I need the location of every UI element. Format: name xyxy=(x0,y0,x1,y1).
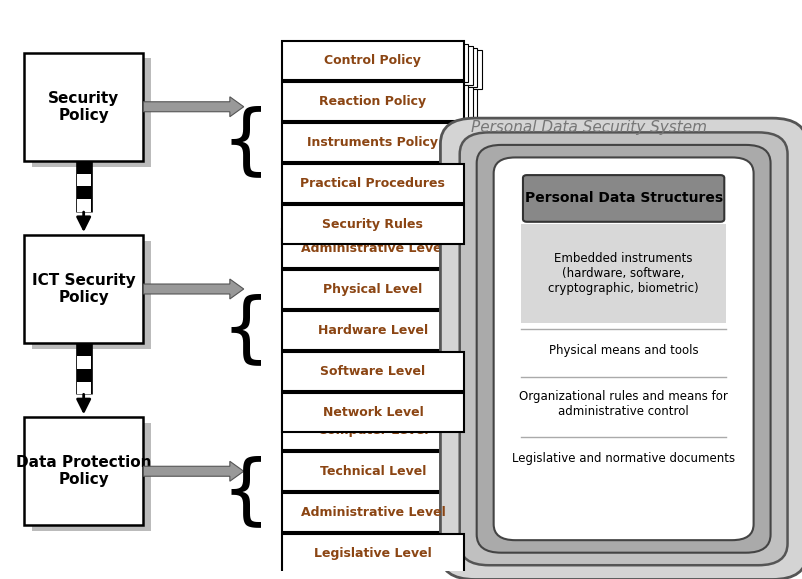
Text: Reaction Policy: Reaction Policy xyxy=(319,95,426,108)
FancyBboxPatch shape xyxy=(286,126,468,164)
FancyArrow shape xyxy=(144,97,244,117)
Text: Practical Procedures: Practical Procedures xyxy=(300,177,445,190)
FancyBboxPatch shape xyxy=(291,234,472,273)
Text: Hardware Level: Hardware Level xyxy=(318,324,427,337)
FancyBboxPatch shape xyxy=(439,118,802,579)
Text: Instruments Policy: Instruments Policy xyxy=(307,136,438,149)
FancyBboxPatch shape xyxy=(282,493,463,532)
FancyBboxPatch shape xyxy=(291,128,472,167)
FancyBboxPatch shape xyxy=(520,329,725,372)
Text: Embedded instruments
(hardware, software,
cryptographic, biometric): Embedded instruments (hardware, software… xyxy=(548,252,698,295)
Text: Organizational rules and means for
administrative control: Organizational rules and means for admin… xyxy=(519,390,727,419)
Text: Technical Level: Technical Level xyxy=(319,466,426,478)
FancyBboxPatch shape xyxy=(520,378,725,431)
FancyBboxPatch shape xyxy=(291,416,472,455)
FancyBboxPatch shape xyxy=(282,270,463,309)
FancyBboxPatch shape xyxy=(296,277,477,316)
FancyArrow shape xyxy=(460,467,471,477)
FancyBboxPatch shape xyxy=(31,241,151,349)
FancyBboxPatch shape xyxy=(301,239,481,277)
FancyBboxPatch shape xyxy=(291,275,472,313)
FancyBboxPatch shape xyxy=(282,41,463,80)
FancyBboxPatch shape xyxy=(296,418,477,457)
FancyBboxPatch shape xyxy=(24,53,144,161)
FancyBboxPatch shape xyxy=(296,236,477,275)
FancyBboxPatch shape xyxy=(282,393,463,432)
FancyBboxPatch shape xyxy=(296,48,477,87)
FancyBboxPatch shape xyxy=(282,206,463,244)
FancyBboxPatch shape xyxy=(291,46,472,85)
FancyBboxPatch shape xyxy=(282,82,463,121)
FancyBboxPatch shape xyxy=(296,89,477,128)
FancyBboxPatch shape xyxy=(24,417,144,525)
FancyBboxPatch shape xyxy=(493,157,752,540)
Text: Security
Policy: Security Policy xyxy=(48,90,119,123)
FancyBboxPatch shape xyxy=(286,414,468,452)
Text: ICT Security
Policy: ICT Security Policy xyxy=(32,273,136,305)
FancyBboxPatch shape xyxy=(301,50,481,89)
FancyBboxPatch shape xyxy=(286,273,468,312)
FancyBboxPatch shape xyxy=(286,43,468,82)
FancyBboxPatch shape xyxy=(31,58,151,167)
FancyBboxPatch shape xyxy=(282,452,463,491)
FancyBboxPatch shape xyxy=(31,423,151,531)
FancyBboxPatch shape xyxy=(286,354,468,393)
Text: Software Level: Software Level xyxy=(320,365,425,378)
FancyBboxPatch shape xyxy=(286,85,468,123)
FancyBboxPatch shape xyxy=(291,316,472,354)
FancyBboxPatch shape xyxy=(282,352,463,391)
FancyBboxPatch shape xyxy=(282,229,463,268)
FancyBboxPatch shape xyxy=(291,87,472,126)
Text: Legislative and normative documents: Legislative and normative documents xyxy=(512,452,735,465)
FancyBboxPatch shape xyxy=(282,412,463,450)
Text: Physical means and tools: Physical means and tools xyxy=(548,344,698,357)
FancyBboxPatch shape xyxy=(286,313,468,352)
FancyBboxPatch shape xyxy=(282,312,463,350)
FancyBboxPatch shape xyxy=(520,437,725,480)
FancyBboxPatch shape xyxy=(282,164,463,203)
Text: Computer Level: Computer Level xyxy=(318,424,427,437)
FancyArrow shape xyxy=(460,508,471,518)
Text: Administrative Level: Administrative Level xyxy=(300,506,445,519)
FancyBboxPatch shape xyxy=(286,496,468,534)
FancyBboxPatch shape xyxy=(286,167,468,206)
FancyArrow shape xyxy=(144,279,244,299)
FancyArrow shape xyxy=(460,426,471,436)
FancyBboxPatch shape xyxy=(282,534,463,573)
Text: Personal Data Security System: Personal Data Security System xyxy=(471,120,707,135)
FancyBboxPatch shape xyxy=(520,223,725,323)
FancyBboxPatch shape xyxy=(476,145,770,553)
Text: Legislative Level: Legislative Level xyxy=(314,547,431,560)
Text: {: { xyxy=(221,105,270,179)
Text: Control Policy: Control Policy xyxy=(324,54,421,67)
Text: Security Rules: Security Rules xyxy=(322,218,423,231)
FancyBboxPatch shape xyxy=(282,123,463,162)
FancyArrow shape xyxy=(460,549,471,559)
FancyBboxPatch shape xyxy=(459,133,787,565)
FancyBboxPatch shape xyxy=(291,457,472,496)
Text: {: { xyxy=(221,294,270,368)
Text: {: { xyxy=(221,455,270,529)
Text: Personal Data Structures: Personal Data Structures xyxy=(524,192,722,206)
Text: Physical Level: Physical Level xyxy=(323,283,422,296)
FancyBboxPatch shape xyxy=(522,175,723,222)
Text: Data Protection
Policy: Data Protection Policy xyxy=(16,455,152,488)
FancyBboxPatch shape xyxy=(286,232,468,270)
Text: Administrative Level: Administrative Level xyxy=(300,242,445,255)
FancyArrow shape xyxy=(144,461,244,481)
Text: Network Level: Network Level xyxy=(322,406,423,419)
FancyBboxPatch shape xyxy=(286,455,468,493)
FancyBboxPatch shape xyxy=(24,235,144,343)
